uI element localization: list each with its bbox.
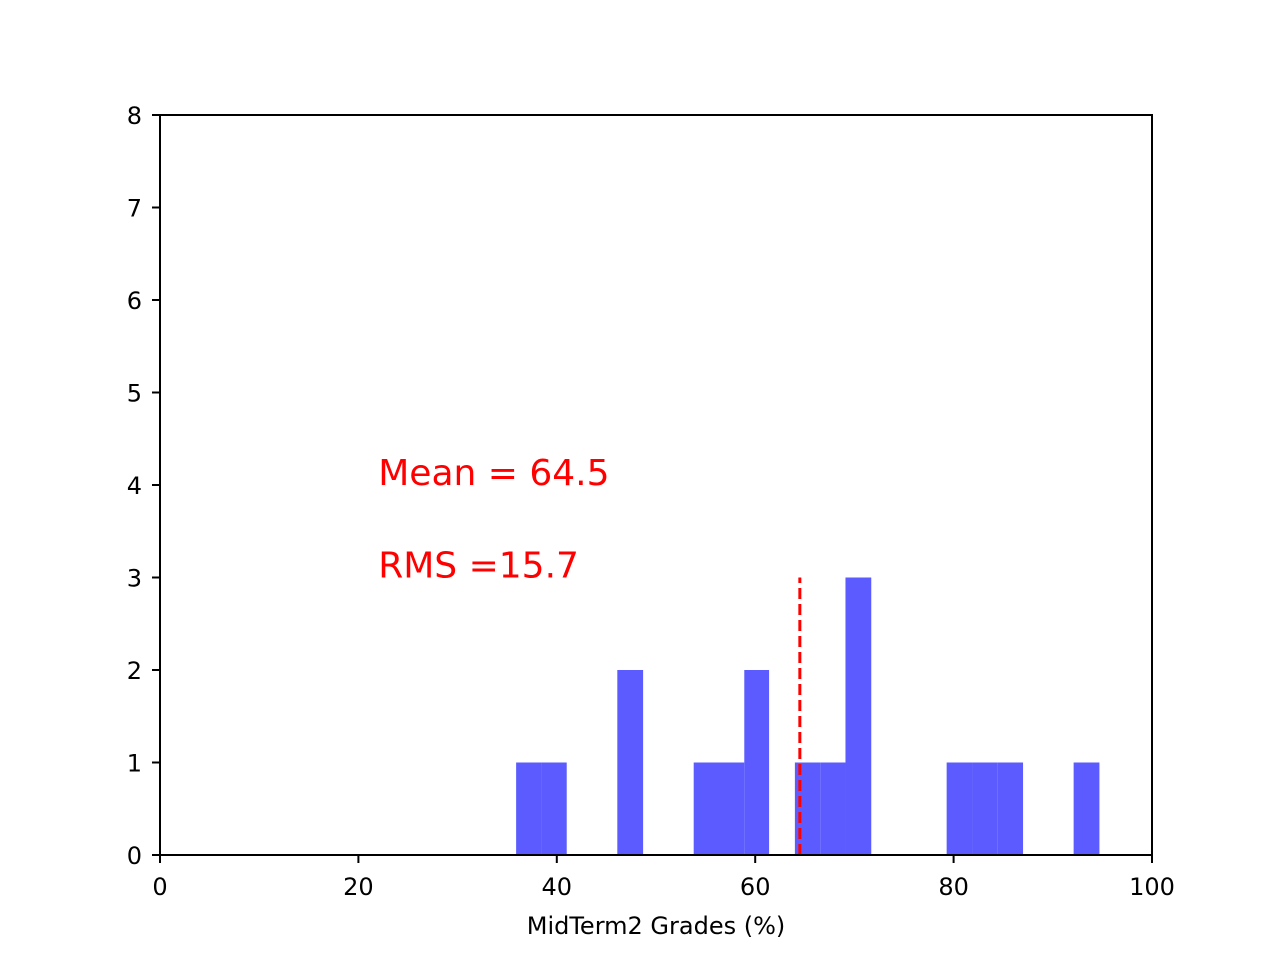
histogram-bar (541, 762, 567, 855)
rms-annotation: RMS =15.7 (378, 546, 579, 587)
y-axis: 0 1 2 3 4 5 6 7 8 (127, 102, 160, 870)
x-axis-label: MidTerm2 Grades (%) (527, 912, 786, 940)
annotation-layer: Mean = 64.5 RMS =15.7 (378, 453, 609, 587)
y-tick-label: 5 (127, 380, 142, 408)
mean-annotation: Mean = 64.5 (378, 453, 609, 494)
histogram-bar (1073, 762, 1100, 855)
histogram-bar (516, 762, 542, 855)
histogram-bar (794, 762, 821, 855)
histogram-bar (820, 762, 846, 855)
y-tick-label: 0 (127, 842, 142, 870)
bars-layer (516, 577, 1100, 855)
x-tick-label: 40 (542, 873, 573, 901)
y-tick-label: 2 (127, 657, 142, 685)
x-tick-label: 100 (1129, 873, 1175, 901)
y-tick-label: 8 (127, 102, 142, 130)
histogram-bar (744, 670, 770, 855)
histogram-bar (693, 762, 719, 855)
y-tick-label: 4 (127, 472, 142, 500)
histogram-bar (972, 762, 998, 855)
y-tick-label: 6 (127, 287, 142, 315)
x-tick-label: 20 (343, 873, 374, 901)
x-axis: 0 20 40 60 80 100 (152, 855, 1175, 901)
histogram-bar (997, 762, 1024, 855)
y-tick-label: 3 (127, 565, 142, 593)
histogram-bar (718, 762, 745, 855)
plot-frame (159, 114, 1153, 856)
x-tick-label: 0 (152, 873, 167, 901)
y-tick-label: 1 (127, 750, 142, 778)
y-tick-label: 7 (127, 195, 142, 223)
x-tick-label: 80 (938, 873, 969, 901)
x-tick-label: 60 (740, 873, 771, 901)
histogram-bar (946, 762, 973, 855)
histogram-bar (845, 577, 872, 855)
histogram-bar (617, 670, 644, 855)
